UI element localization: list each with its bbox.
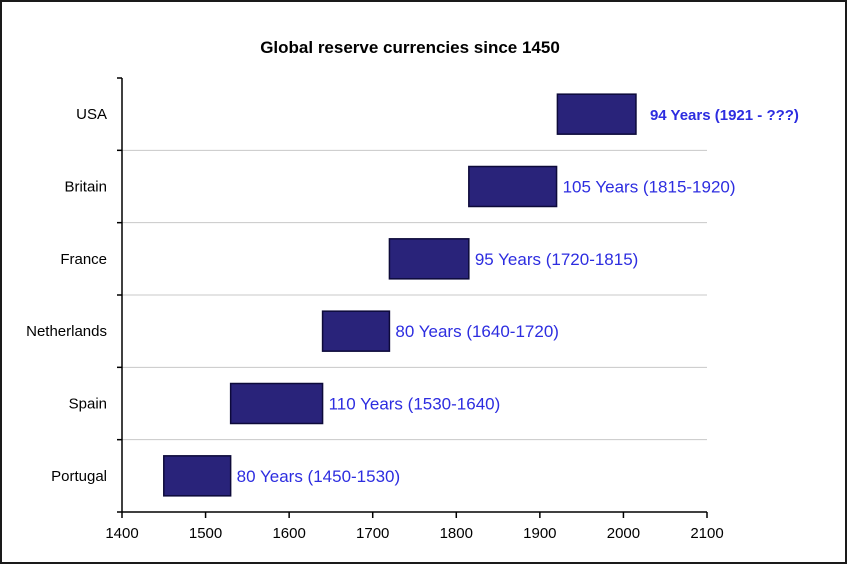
category-labels: USA Britain France Netherlands Spain Portugal xyxy=(26,106,107,485)
data-label-britain: 105 Years (1815-1920) xyxy=(563,178,736,197)
x-tick-label: 1500 xyxy=(189,525,222,542)
bar-usa xyxy=(556,93,637,135)
x-tick-label: 1800 xyxy=(440,525,473,542)
category-label-netherlands: Netherlands xyxy=(26,323,107,340)
tick-labels: 1400 1500 1600 1700 1800 1900 2000 2100 xyxy=(105,525,723,542)
axes xyxy=(117,77,708,518)
data-label-portugal: 80 Years (1450-1530) xyxy=(237,467,401,486)
x-tick-label: 1400 xyxy=(105,525,138,542)
x-tick-label: 1700 xyxy=(356,525,389,542)
data-label-spain: 110 Years (1530-1640) xyxy=(329,395,501,414)
bar-netherlands xyxy=(321,310,391,352)
grid-lines xyxy=(122,149,707,441)
category-label-usa: USA xyxy=(76,106,107,123)
bar-france xyxy=(388,238,470,280)
bar-portugal xyxy=(163,455,232,497)
chart-title: Global reserve currencies since 1450 xyxy=(260,38,560,57)
data-labels: 94 Years (1921 - ???) 105 Years (1815-192… xyxy=(237,107,799,486)
x-tick-label: 2100 xyxy=(690,525,723,542)
x-tick-label: 1600 xyxy=(272,525,305,542)
data-label-france: 95 Years (1720-1815) xyxy=(475,250,639,269)
x-tick-label: 1900 xyxy=(523,525,556,542)
category-label-britain: Britain xyxy=(64,179,107,196)
category-label-portugal: Portugal xyxy=(51,468,107,485)
bars xyxy=(163,93,637,497)
category-label-spain: Spain xyxy=(69,396,107,413)
data-label-usa: 94 Years (1921 - ???) xyxy=(650,107,799,124)
x-tick-label: 2000 xyxy=(607,525,640,542)
data-label-netherlands: 80 Years (1640-1720) xyxy=(395,322,559,341)
bar-spain xyxy=(229,382,324,425)
bar-britain xyxy=(468,165,558,208)
category-label-france: France xyxy=(60,251,107,268)
